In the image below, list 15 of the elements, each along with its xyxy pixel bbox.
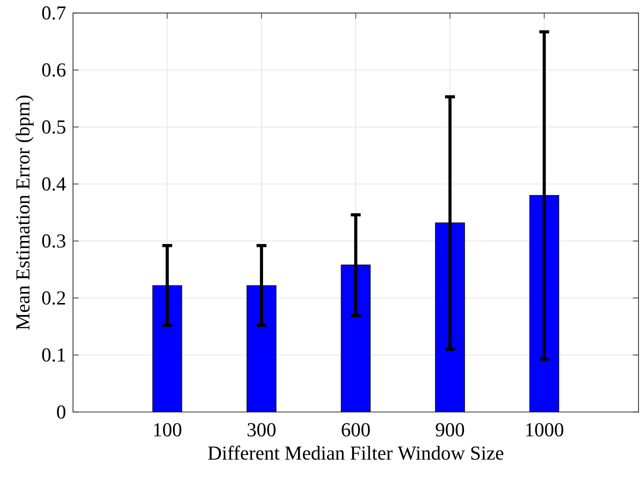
x-tick-label: 1000 (526, 423, 564, 436)
x-tick-label: 100 (154, 423, 182, 436)
y-tick-label: 0.5 (42, 120, 66, 134)
y-tick-label: 0.7 (42, 6, 66, 20)
x-axis-title: Different Median Filter Window Size (208, 446, 504, 460)
y-axis-title: Mean Estimation Error (bpm) (16, 96, 34, 330)
y-tick-label: 0.4 (42, 177, 66, 191)
x-tick-label: 900 (436, 423, 464, 436)
x-tick-label: 600 (342, 423, 370, 436)
x-tick-label: 300 (248, 423, 276, 436)
y-tick-label: 0.3 (42, 234, 66, 248)
y-tick-label: 0.6 (42, 63, 66, 77)
y-tick-label: 0.2 (42, 291, 66, 305)
y-tick-label: 0.1 (42, 348, 65, 362)
y-tick-label: 0 (56, 405, 66, 419)
